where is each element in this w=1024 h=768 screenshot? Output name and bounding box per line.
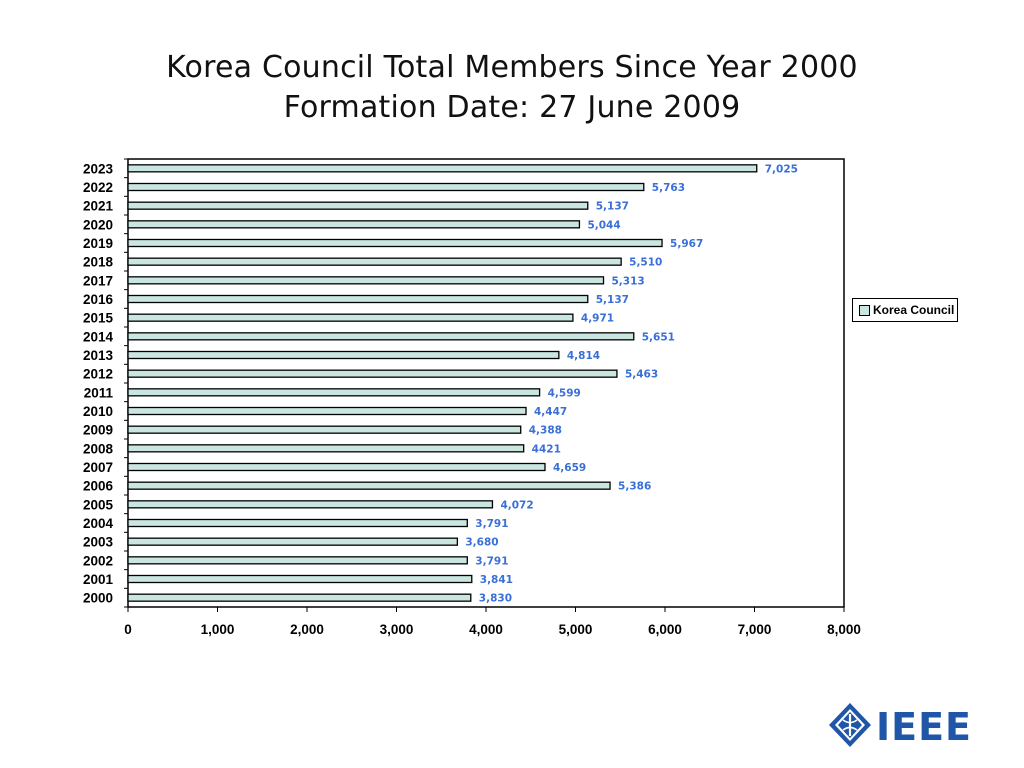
y-tick-label: 2020 (83, 217, 113, 232)
data-label: 5,386 (618, 481, 651, 493)
data-label: 5,510 (629, 257, 662, 269)
bar (127, 276, 605, 285)
data-label: 3,680 (465, 537, 498, 549)
data-label: 5,313 (612, 275, 645, 287)
data-label: 3,841 (480, 574, 513, 586)
bar (127, 388, 541, 397)
y-tick-label: 2002 (83, 553, 113, 568)
bar (127, 518, 468, 528)
bar (127, 444, 525, 453)
bar (127, 574, 473, 584)
data-label: 4,659 (553, 462, 586, 474)
x-tick-label: 3,000 (380, 622, 414, 637)
data-label: 7,025 (765, 163, 798, 175)
data-label: 3,791 (475, 518, 508, 530)
plot-frame (127, 158, 845, 608)
y-tick-label: 2007 (83, 460, 113, 475)
bar (127, 332, 635, 341)
y-tick-label: 2022 (83, 180, 113, 195)
data-label: 4,388 (529, 425, 562, 437)
y-tick-label: 2001 (83, 572, 114, 587)
data-label: 5,137 (596, 294, 629, 306)
logo-text: IEEE (876, 705, 972, 749)
y-tick-label: 2023 (83, 161, 114, 176)
bar (127, 537, 459, 546)
y-tick-label: 2006 (83, 479, 114, 494)
bar (127, 238, 663, 248)
bar (127, 257, 622, 266)
legend-swatch (859, 304, 870, 316)
bar (127, 313, 574, 322)
y-tick-label: 2014 (83, 329, 114, 344)
bar (127, 201, 589, 210)
y-tick-label: 2000 (83, 591, 113, 606)
data-label: 4421 (532, 443, 561, 455)
data-label: 4,599 (548, 387, 581, 399)
y-tick-label: 2015 (83, 311, 114, 326)
data-label: 4,971 (581, 313, 614, 325)
y-tick-label: 2008 (83, 441, 114, 456)
data-label: 5,044 (587, 219, 620, 231)
bar (127, 462, 546, 472)
y-tick-label: 2017 (83, 273, 113, 288)
bar (127, 369, 618, 378)
bar (127, 481, 611, 490)
data-label: 3,830 (479, 593, 512, 605)
y-tick-label: 2019 (83, 236, 113, 251)
chart-subtitle: Formation Date: 27 June 2009 (283, 90, 741, 125)
y-tick-label: 2012 (83, 367, 113, 382)
legend: Korea Council (852, 298, 958, 322)
bar (127, 500, 494, 509)
data-label: 3,791 (475, 555, 508, 567)
ieee-logo: IEEE (829, 703, 972, 749)
ieee-diamond-icon (829, 703, 871, 747)
y-tick-label: 2011 (84, 385, 114, 400)
y-tick-label: 2018 (83, 255, 114, 270)
data-label: 5,463 (625, 369, 658, 381)
y-tick-label: 2021 (83, 199, 114, 214)
y-tick-label: 2004 (83, 516, 114, 531)
x-tick-label: 0 (124, 622, 132, 637)
y-tick-label: 2005 (83, 497, 114, 512)
x-tick-label: 2,000 (290, 622, 324, 637)
y-tick-label: 2009 (83, 423, 113, 438)
legend-label: Korea Council (873, 303, 955, 317)
x-tick-label: 7,000 (738, 622, 772, 637)
plot-area: 2023 7,025 2022 5,763 2021 5,137 2020 5,044 2019… (83, 158, 861, 637)
bar (127, 425, 522, 434)
chart-title: Korea Council Total Members Since Year 2… (166, 50, 858, 85)
data-label: 4,072 (500, 499, 533, 511)
x-tick-label: 6,000 (648, 622, 682, 637)
x-tick-label: 8,000 (827, 622, 861, 637)
x-tick-label: 4,000 (469, 622, 503, 637)
bar (127, 593, 472, 602)
bar (127, 350, 560, 360)
x-tick-label: 1,000 (201, 622, 235, 637)
bar (127, 164, 758, 173)
data-label: 5,137 (596, 201, 629, 213)
data-label: 5,763 (652, 182, 685, 194)
data-label: 4,814 (567, 350, 600, 362)
bar (127, 220, 581, 229)
x-tick-label: 5,000 (559, 622, 593, 637)
y-tick-label: 2013 (83, 348, 114, 363)
data-label: 5,967 (670, 238, 703, 250)
bar (127, 556, 468, 565)
data-label: 4,447 (534, 406, 567, 418)
y-tick-label: 2010 (83, 404, 113, 419)
y-tick-label: 2003 (83, 535, 114, 550)
y-tick-label: 2016 (83, 292, 114, 307)
bar (127, 182, 645, 192)
bar (127, 406, 527, 416)
data-label: 5,651 (642, 331, 675, 343)
bar (127, 294, 589, 304)
